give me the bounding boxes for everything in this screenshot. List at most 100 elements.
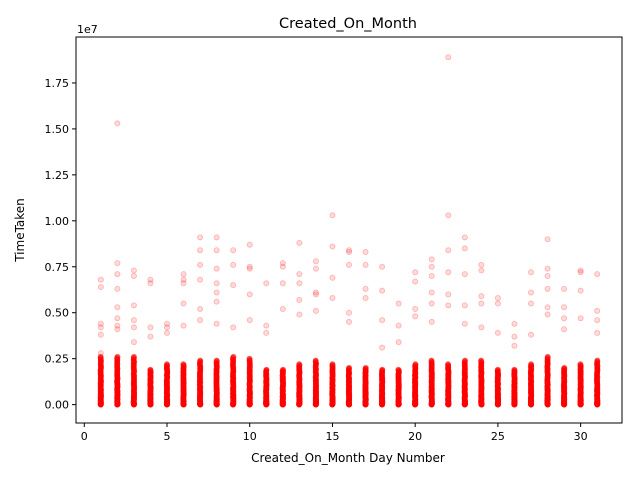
x-tick-label: 0 xyxy=(81,430,88,443)
scatter-point xyxy=(362,364,369,371)
scatter-point xyxy=(494,300,501,307)
scatter-point xyxy=(230,324,237,331)
scatter-point xyxy=(180,361,187,368)
scatter-point xyxy=(594,329,601,336)
scatter-point xyxy=(246,265,253,272)
scatter-point xyxy=(461,302,468,309)
scatter-point xyxy=(263,366,270,373)
scatter-point xyxy=(114,304,121,311)
scatter-point xyxy=(279,306,286,313)
scatter-point xyxy=(246,263,253,270)
scatter-point xyxy=(478,261,485,268)
scatter-point xyxy=(130,272,137,279)
scatter-point xyxy=(296,271,303,278)
scatter-point xyxy=(544,311,551,318)
scatter-point xyxy=(428,256,435,263)
scatter-point xyxy=(213,357,220,364)
scatter-point xyxy=(213,265,220,272)
x-tick-label: 10 xyxy=(243,430,257,443)
scatter-point xyxy=(478,267,485,274)
scatter-point xyxy=(528,331,535,338)
scatter-point xyxy=(114,322,121,329)
scatter-point xyxy=(494,329,501,336)
scatter-point xyxy=(345,309,352,316)
scatter-point xyxy=(97,276,104,283)
scatter-point xyxy=(511,320,518,327)
y-tick-label: 0.50 xyxy=(45,307,70,320)
scatter-point xyxy=(114,260,121,267)
x-axis-label: Created_On_Month Day Number xyxy=(251,451,445,465)
scatter-point xyxy=(494,295,501,302)
x-tick-label: 30 xyxy=(574,430,588,443)
scatter-point xyxy=(197,234,204,241)
scatter-point xyxy=(561,326,568,333)
scatter-point xyxy=(445,212,452,219)
scatter-point xyxy=(345,261,352,268)
scatter-point xyxy=(544,353,551,360)
scatter-point xyxy=(296,361,303,368)
scatter-point xyxy=(114,285,121,292)
scatter-point xyxy=(230,353,237,360)
scatter-point xyxy=(263,322,270,329)
scatter-point xyxy=(395,366,402,373)
scatter-point xyxy=(445,302,452,309)
scatter-point xyxy=(97,324,104,331)
scatter-point xyxy=(279,280,286,287)
scatter-point xyxy=(528,269,535,276)
scatter-point xyxy=(478,300,485,307)
scatter-point xyxy=(130,339,137,346)
scatter-point xyxy=(130,267,137,274)
scatter-point xyxy=(362,285,369,292)
scatter-point xyxy=(147,280,154,287)
scatter-point xyxy=(428,357,435,364)
scatter-point xyxy=(97,350,104,357)
scatter-point xyxy=(445,269,452,276)
scatter-point xyxy=(131,353,137,360)
scatter-point xyxy=(528,361,534,368)
scatter-point xyxy=(412,313,419,320)
scatter-point xyxy=(114,315,121,322)
scatter-point xyxy=(263,280,270,287)
scatter-point xyxy=(130,302,137,309)
scatter-point xyxy=(511,333,518,340)
scatter-point xyxy=(594,357,601,364)
scatter-point xyxy=(246,291,253,298)
scatter-point xyxy=(312,289,319,296)
y-tick-label: 1.00 xyxy=(45,215,70,228)
scatter-point xyxy=(130,317,137,324)
scatter-point xyxy=(279,263,286,270)
scatter-point xyxy=(528,289,535,296)
scatter-point xyxy=(163,320,170,327)
scatter-point xyxy=(461,234,468,241)
scatter-point xyxy=(544,265,551,272)
scatter-point xyxy=(346,364,352,371)
scatter-point xyxy=(478,324,485,331)
scatter-point xyxy=(462,357,468,364)
scatter-point xyxy=(362,261,369,268)
scatter-point xyxy=(180,280,187,287)
scatter-point xyxy=(180,271,187,278)
scatter-point xyxy=(561,315,568,322)
scatter-point xyxy=(180,322,187,329)
scatter-point xyxy=(279,260,286,267)
scatter-point xyxy=(379,263,386,270)
scatter-point xyxy=(312,307,319,314)
scatter-point xyxy=(445,54,452,61)
scatter-point xyxy=(445,247,452,254)
scatter-point xyxy=(213,298,220,305)
scatter-point xyxy=(296,311,303,318)
chart-title: Created_On_Month xyxy=(279,16,417,32)
scatter-point xyxy=(379,287,386,294)
scatter-point xyxy=(362,295,369,302)
y-axis-ticks: 0.00 0.25 0.50 0.75 1.00 1.25 1.50 1.75 xyxy=(45,77,76,412)
plot-frame xyxy=(75,36,623,424)
scatter-point xyxy=(114,353,121,360)
scatter-point xyxy=(114,271,121,278)
scatter-point xyxy=(395,322,402,329)
scatter-point xyxy=(312,291,319,298)
scatter-point xyxy=(528,300,535,307)
scatter-point xyxy=(213,289,220,296)
scatter-point xyxy=(130,324,137,331)
scatter-point xyxy=(511,342,518,349)
